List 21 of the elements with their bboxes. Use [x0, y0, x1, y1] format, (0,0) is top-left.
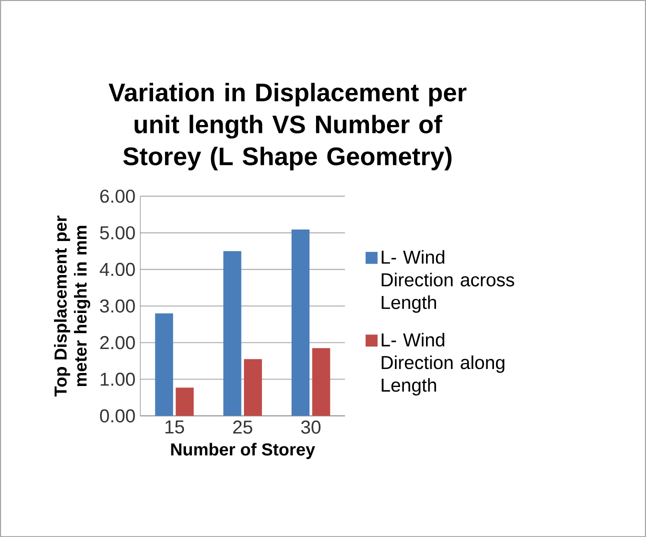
legend-label: L- Wind Direction across Length [382, 250, 514, 313]
bar [292, 229, 310, 416]
x-axis-title: Number of Storey [171, 442, 316, 459]
bar [223, 251, 242, 416]
x-tick-label: 30 [301, 420, 320, 434]
y-tick-label: 2.00 [100, 336, 135, 350]
x-tick-label: 25 [233, 420, 252, 434]
y-tick-label: 4.00 [100, 262, 135, 276]
y-tick-label: 6.00 [100, 190, 135, 203]
y-tick-label: 3.00 [100, 299, 135, 313]
bar [244, 359, 262, 416]
chart-title: Variation in Displacement per unit length VS Number of Storey (L Shape Geometry) [108, 82, 466, 170]
bar [155, 313, 174, 416]
y-tick-label: 1.00 [100, 372, 135, 386]
bar [176, 388, 194, 416]
y-tick-label: 5.00 [100, 226, 135, 240]
y-tick-label: 0.00 [100, 409, 135, 422]
bar [312, 348, 330, 416]
y-axis-title: Top Displacement per meter height in mm [54, 216, 90, 396]
legend-label: L- Wind Direction along Length [382, 332, 504, 396]
x-tick-label: 15 [165, 420, 184, 434]
